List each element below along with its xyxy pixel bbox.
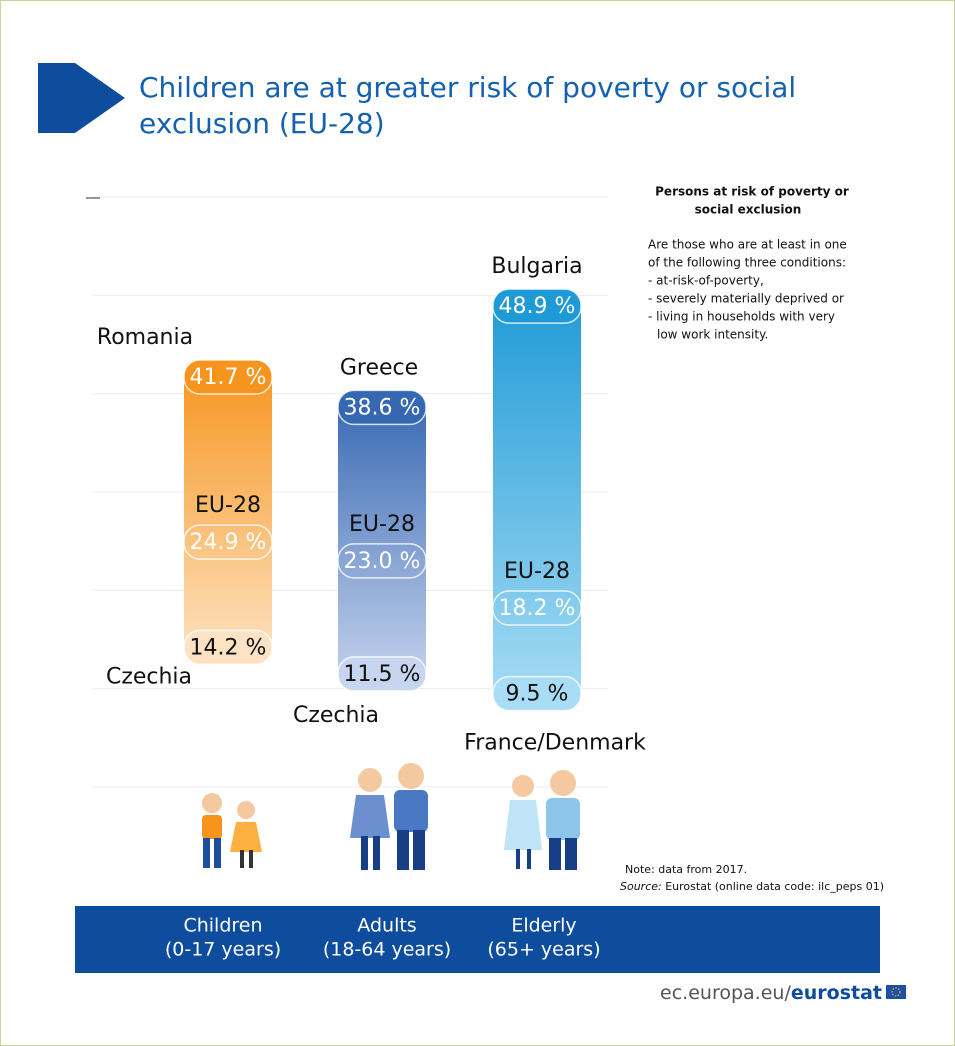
eu-pill [337,543,427,579]
min-pill [492,675,582,712]
definition-heading: Persons at risk of poverty or [655,185,849,199]
min-country: Czechia [106,664,192,689]
category-label: Adults [357,915,416,937]
min-value-label: 9.5 % [506,682,569,707]
definition-heading: social exclusion [695,203,802,217]
chart-title: exclusion (EU-28) [139,107,385,140]
eu-value-label: 18.2 % [499,596,576,621]
definition-line: low work intensity. [657,328,768,342]
max-country: Bulgaria [491,254,582,279]
max-country: Romania [97,325,193,350]
category-subtitle: (65+ years) [487,939,600,961]
eu-value-label: 24.9 % [190,530,267,555]
min-country: France/Denmark [464,731,646,756]
category-label: Children [183,915,262,937]
eu-flag [886,985,906,999]
min-pill [337,656,427,692]
source-text: Eurostat (online data code: ilc_peps 01) [665,880,884,893]
max-value-label: 48.9 % [499,294,576,319]
definition-line: Are those who are at least in one [648,238,847,252]
note: Note: data from 2017. [625,863,747,876]
eu-label: EU-28 [195,493,261,518]
range-bar [493,289,581,711]
figure-adults [350,763,428,870]
max-value-label: 41.7 % [190,365,267,390]
category-subtitle: (18-64 years) [323,939,451,961]
chart-title: Children are at greater risk of poverty … [139,71,796,104]
eu-pill [183,524,273,560]
definition-line: - at-risk-of-poverty, [648,274,764,288]
definition-line: of the following three conditions: [648,256,846,270]
definition-line: - living in households with very [648,310,835,324]
min-value-label: 11.5 % [344,662,421,687]
eu-flag-stars [891,987,901,997]
range-bar [184,359,272,665]
footer-brand: eurostat [791,982,882,1004]
footer: ec.europa.eu/eurostat [660,982,882,1004]
eu-value-label: 23.0 % [344,549,421,574]
range-bar [338,390,426,691]
eu-label: EU-28 [504,559,570,584]
min-country: Czechia [293,703,379,728]
category-band [75,906,880,973]
source-label: Source: [620,880,662,893]
figure-children [202,793,262,868]
max-pill [492,288,582,324]
figure-elderly [504,770,580,870]
footer-site: ec.europa.eu/ [660,982,791,1004]
eu-pill [492,590,582,626]
eu-label: EU-28 [349,512,415,537]
category-subtitle: (0-17 years) [165,939,281,961]
min-value-label: 14.2 % [190,635,267,660]
max-country: Greece [340,355,418,380]
min-pill [183,629,273,666]
max-pill [183,359,273,395]
source: Source: Eurostat (online data code: ilc_… [620,880,884,893]
definition-line: - severely materially deprived or [648,292,844,306]
max-pill [337,389,427,426]
max-value-label: 38.6 % [344,395,421,420]
category-label: Elderly [511,915,576,937]
title-arrow [38,63,125,133]
